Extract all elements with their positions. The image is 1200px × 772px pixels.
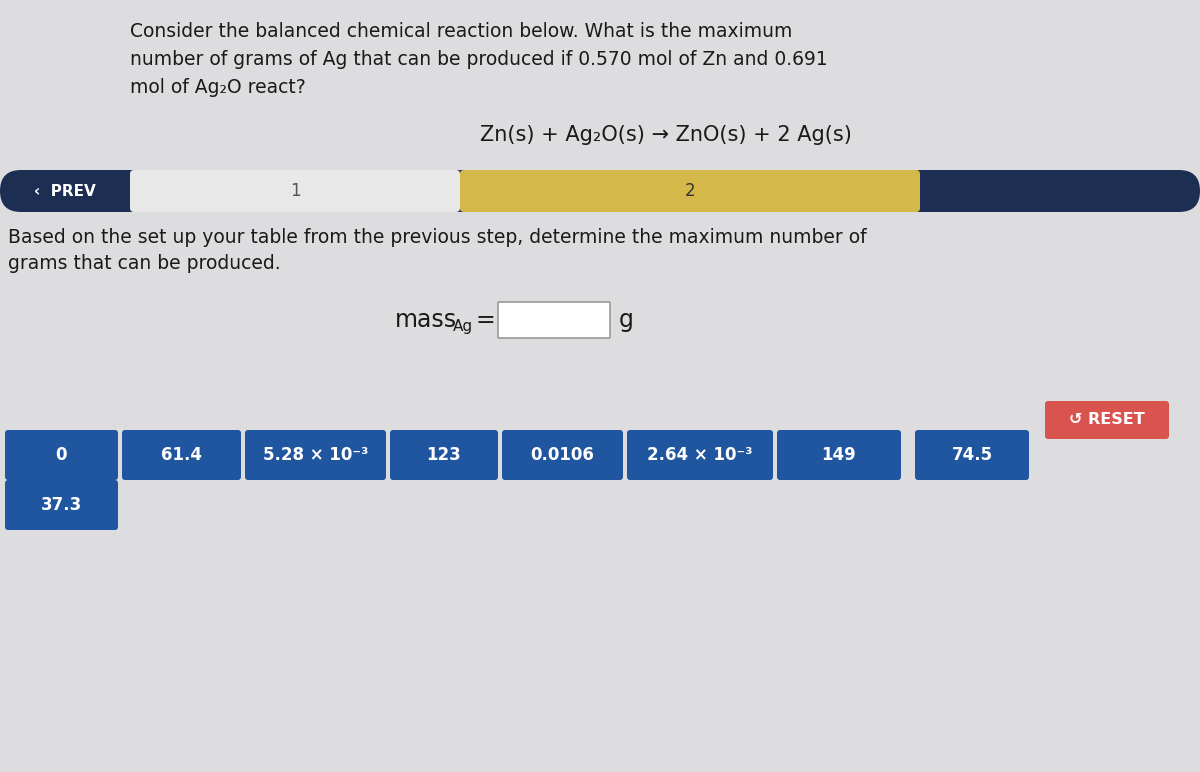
FancyBboxPatch shape [0, 170, 1200, 212]
FancyBboxPatch shape [916, 430, 1030, 480]
Text: =: = [475, 308, 494, 332]
FancyBboxPatch shape [628, 430, 773, 480]
Text: 74.5: 74.5 [952, 446, 992, 464]
Text: grams that can be produced.: grams that can be produced. [8, 254, 281, 273]
FancyBboxPatch shape [502, 430, 623, 480]
Text: 5.28 × 10⁻³: 5.28 × 10⁻³ [263, 446, 368, 464]
FancyBboxPatch shape [130, 170, 460, 212]
Text: 2.64 × 10⁻³: 2.64 × 10⁻³ [647, 446, 752, 464]
Text: 149: 149 [822, 446, 857, 464]
FancyBboxPatch shape [5, 480, 118, 530]
FancyBboxPatch shape [245, 430, 386, 480]
FancyBboxPatch shape [778, 430, 901, 480]
Text: mol of Ag₂O react?: mol of Ag₂O react? [130, 78, 306, 97]
Text: ‹  PREV: ‹ PREV [34, 184, 96, 198]
Text: 2: 2 [685, 182, 695, 200]
Text: 61.4: 61.4 [161, 446, 202, 464]
Text: 1: 1 [289, 182, 300, 200]
Text: mass: mass [395, 308, 457, 332]
Text: ↺ RESET: ↺ RESET [1069, 412, 1145, 428]
Text: Consider the balanced chemical reaction below. What is the maximum: Consider the balanced chemical reaction … [130, 22, 792, 41]
FancyBboxPatch shape [390, 430, 498, 480]
Text: 0.0106: 0.0106 [530, 446, 594, 464]
FancyBboxPatch shape [122, 430, 241, 480]
Text: 123: 123 [427, 446, 461, 464]
Text: 37.3: 37.3 [41, 496, 82, 514]
Text: 0: 0 [55, 446, 67, 464]
Text: Zn(s) + Ag₂O(s) → ZnO(s) + 2 Ag(s): Zn(s) + Ag₂O(s) → ZnO(s) + 2 Ag(s) [480, 125, 852, 145]
Text: g: g [619, 308, 634, 332]
FancyBboxPatch shape [498, 302, 610, 338]
Text: Ag: Ag [454, 319, 473, 334]
Text: Based on the set up your table from the previous step, determine the maximum num: Based on the set up your table from the … [8, 228, 866, 247]
FancyBboxPatch shape [460, 170, 920, 212]
FancyBboxPatch shape [1045, 401, 1169, 439]
Text: number of grams of Ag that can be produced if 0.570 mol of Zn and 0.691: number of grams of Ag that can be produc… [130, 50, 828, 69]
FancyBboxPatch shape [5, 430, 118, 480]
